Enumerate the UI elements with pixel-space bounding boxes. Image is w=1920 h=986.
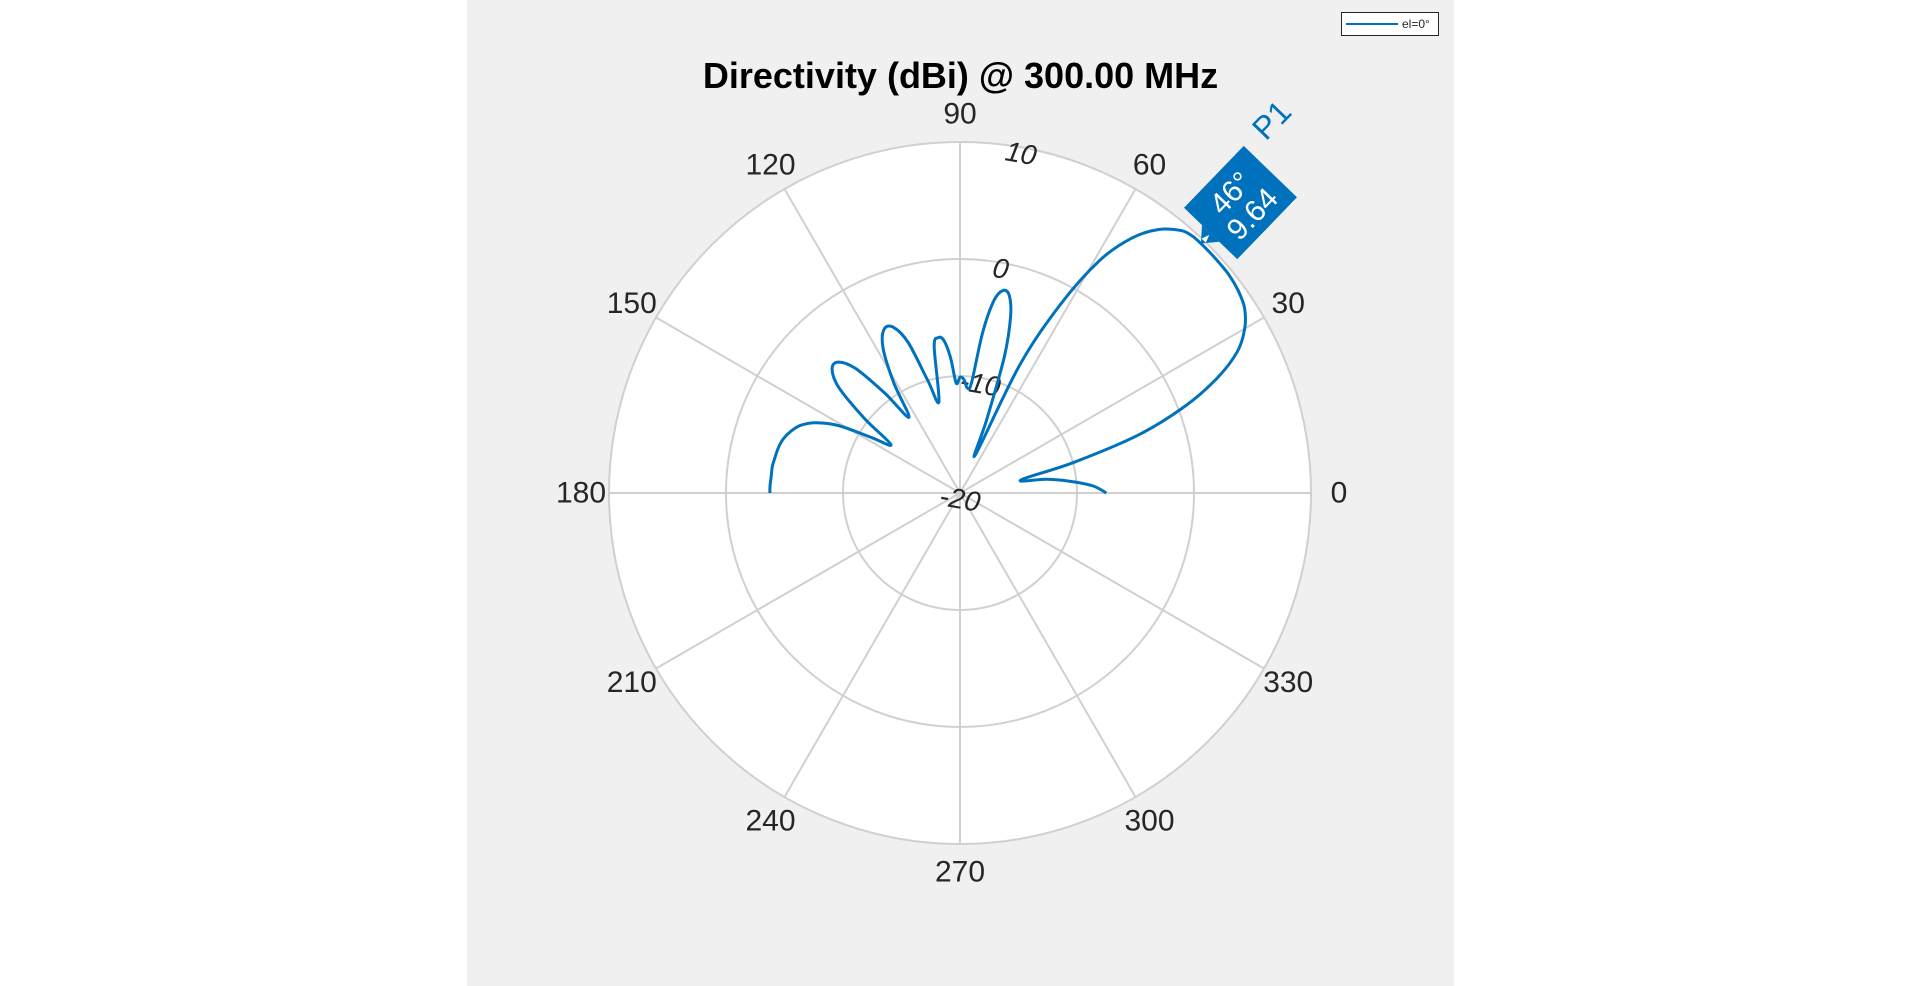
radial-gridline xyxy=(725,258,1195,728)
magnitude-tick-label: -20 xyxy=(937,480,983,518)
angle-tick-label: 210 xyxy=(607,666,657,699)
angle-tick-label: 90 xyxy=(943,98,976,131)
angle-gridline xyxy=(959,492,1265,670)
angle-gridline xyxy=(959,492,1137,798)
angle-gridline xyxy=(959,316,1265,494)
series-line-el-0 xyxy=(768,227,1247,495)
angle-tick-label: 300 xyxy=(1124,805,1174,838)
magnitude-tick-label: 10 xyxy=(1003,135,1039,171)
chart-title: Directivity (dBi) @ 300.00 MHz xyxy=(702,55,1219,96)
magnitude-tick-label: 0 xyxy=(990,252,1011,285)
angle-tick-label: 120 xyxy=(745,148,795,181)
angle-tick-label: 0 xyxy=(1331,477,1348,510)
marker-name-text: P1 xyxy=(1245,93,1298,146)
angle-gridline xyxy=(655,316,961,494)
angle-tick-label: 330 xyxy=(1263,666,1313,699)
angle-gridline xyxy=(783,188,961,494)
angle-gridline xyxy=(783,492,961,798)
legend[interactable]: el=0° xyxy=(1341,12,1439,36)
figure-window: 0 30 60 90 120 150 180 210 240 270 300 330 -20 -10 0 1… xyxy=(467,0,1454,986)
angle-tick-labels: 0 30 60 90 120 150 180 210 240 270 300 330 xyxy=(556,98,1347,889)
angle-tick-label: 150 xyxy=(607,287,657,320)
marker-arrow-icon xyxy=(1201,234,1210,243)
polar-grid xyxy=(608,141,1312,845)
legend-swatch xyxy=(1346,23,1398,25)
radial-gridline xyxy=(608,141,1312,845)
data-series xyxy=(768,227,1247,495)
angle-tick-label: 30 xyxy=(1272,287,1305,320)
marker-box xyxy=(1184,145,1297,260)
angle-tick-label: 180 xyxy=(556,477,606,510)
legend-label: el=0° xyxy=(1402,17,1430,31)
angle-tick-label: 240 xyxy=(745,805,795,838)
angle-tick-label: 60 xyxy=(1133,148,1166,181)
angle-gridline xyxy=(655,492,961,670)
angle-tick-label: 270 xyxy=(935,856,985,889)
angle-gridline xyxy=(959,188,1137,494)
